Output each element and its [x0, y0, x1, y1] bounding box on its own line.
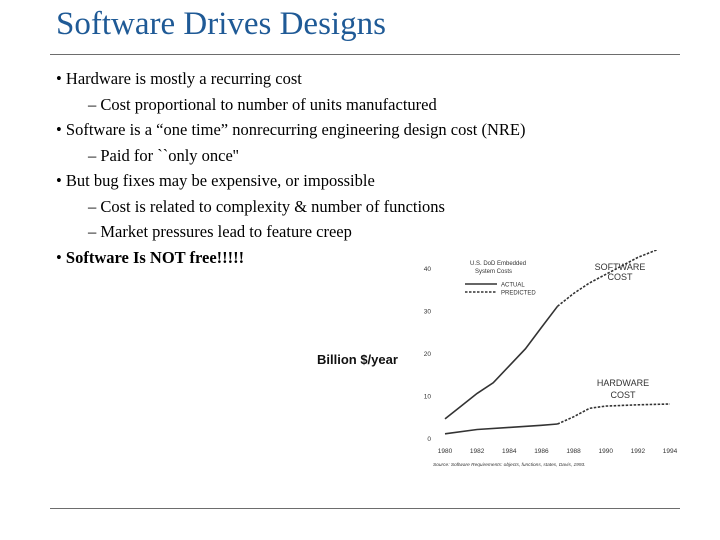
x-tick-label: 1980	[438, 448, 453, 455]
x-tick-label: 1984	[502, 448, 517, 455]
software-cost-predicted-line	[557, 250, 659, 307]
series-annotation: SOFTWARE	[595, 262, 646, 272]
sub-bullet-text: Market pressures lead to feature creep	[100, 222, 352, 241]
y-tick-label: 10	[424, 394, 432, 401]
slide-title: Software Drives Designs	[56, 6, 386, 42]
y-tick-label: 40	[424, 266, 432, 273]
bullet-item: • Hardware is mostly a recurring cost	[56, 66, 525, 92]
legend-label: PREDICTED	[501, 291, 536, 297]
sub-bullet-text: Paid for ``only once''	[100, 145, 239, 165]
sub-bullet-item: – Cost is related to complexity & number…	[56, 194, 525, 220]
legend-label: ACTUAL	[501, 283, 525, 289]
sub-bullet-marker: –	[88, 145, 97, 165]
title-divider	[50, 54, 680, 55]
sub-bullet-marker: –	[88, 222, 97, 241]
x-tick-label: 1982	[470, 448, 485, 455]
chart-source: Source: Software Requirements: objects, …	[433, 462, 586, 468]
legend-title: System Costs	[475, 269, 512, 275]
hardware-cost-actual-line	[444, 423, 558, 435]
series-annotation: COST	[607, 272, 633, 282]
x-tick-label: 1988	[566, 448, 581, 455]
bullet-item: • Software is a “one time” nonrecurring …	[56, 117, 525, 143]
sub-bullet-text: Cost proportional to number of units man…	[100, 94, 437, 114]
bullet-text: Software is a “one time” nonrecurring en…	[65, 120, 526, 139]
bullet-text: Hardware is mostly a recurring cost	[65, 69, 302, 88]
series-annotation: HARDWARE	[597, 378, 649, 388]
bullet-item: • Software Is NOT free!!!!!	[56, 245, 525, 271]
bullet-marker: •	[56, 247, 62, 267]
bullet-list: • Hardware is mostly a recurring cost – …	[56, 66, 525, 270]
hardware-cost-predicted-line	[557, 403, 671, 425]
bullet-marker: •	[56, 171, 62, 190]
x-tick-label: 1990	[598, 448, 613, 455]
y-tick-label: 30	[424, 309, 432, 316]
software-cost-actual-line	[444, 305, 559, 420]
x-tick-label: 1986	[534, 448, 549, 455]
bullet-text-bold: Software Is NOT free!!!!!	[65, 247, 245, 267]
sub-bullet-text: Cost is related to complexity & number o…	[100, 196, 445, 216]
sub-bullet-item: – Market pressures lead to feature creep	[56, 219, 525, 245]
bullet-marker: •	[56, 120, 62, 139]
y-tick-label: 0	[427, 436, 431, 443]
sub-bullet-item: – Cost proportional to number of units m…	[56, 92, 525, 118]
y-axis-label: Billion $/year	[317, 352, 398, 367]
sub-bullet-marker: –	[88, 94, 97, 114]
y-tick-label: 20	[424, 351, 432, 358]
bullet-marker: •	[56, 69, 62, 88]
cost-chart: Billion $/year 0 10 20 30 40 1980 1982 1984 1986 1…	[317, 250, 678, 468]
series-annotation: COST	[610, 390, 636, 400]
footer-divider	[50, 508, 680, 509]
bullet-item: • But bug fixes may be expensive, or imp…	[56, 168, 525, 194]
x-tick-label: 1992	[631, 448, 646, 455]
legend-title: U.S. DoD Embedded	[470, 261, 526, 267]
bullet-text: But bug fixes may be expensive, or impos…	[65, 171, 375, 190]
sub-bullet-item: – Paid for ``only once''	[56, 143, 525, 169]
sub-bullet-marker: –	[88, 196, 97, 216]
x-tick-label: 1994	[663, 448, 678, 455]
